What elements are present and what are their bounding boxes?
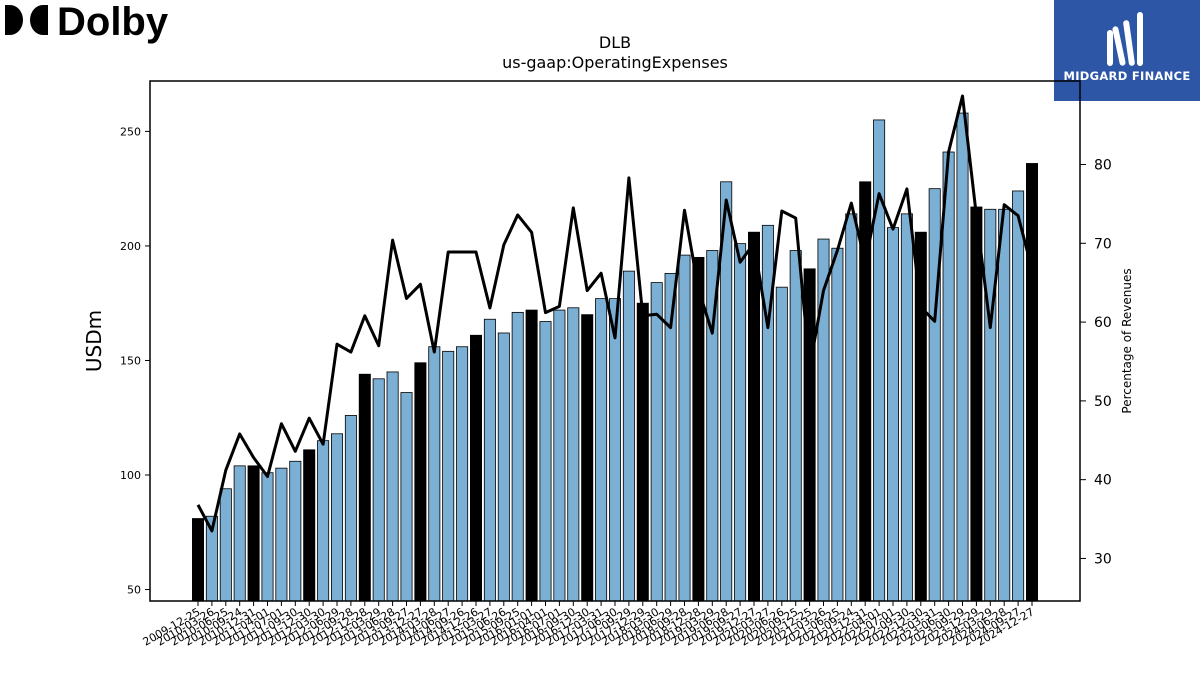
bar-2020-06-26 — [775, 286, 788, 602]
bar-2016-01-01 — [525, 309, 538, 602]
bar-2015-06-26 — [497, 332, 510, 602]
bar-2023-12-29 — [970, 206, 983, 602]
bar-2015-09-25 — [511, 311, 524, 602]
bar-2020-09-25 — [789, 250, 802, 602]
bar-2015-03-27 — [483, 318, 496, 602]
bar-2018-03-30 — [650, 282, 663, 602]
bar-2011-09-30 — [289, 460, 302, 602]
right-y-axis: 30 40 50 60 70 80 — [1080, 158, 1112, 567]
bar-2022-09-30 — [900, 213, 913, 602]
bar-2011-04-01 — [261, 472, 274, 602]
y-tick-label: 100 — [120, 469, 141, 482]
bar-2019-12-27 — [748, 231, 761, 602]
bar-2024-06-28 — [998, 208, 1011, 602]
y-tick-label: 200 — [120, 240, 141, 253]
bar-2011-07-01 — [275, 467, 288, 602]
chart-title: DLB — [599, 33, 631, 52]
bar-2014-09-26 — [456, 346, 469, 602]
bar-2013-06-28 — [386, 371, 399, 602]
bar-2022-12-30 — [914, 231, 927, 602]
bar-2014-06-27 — [442, 350, 455, 602]
bar-2013-09-27 — [400, 392, 413, 602]
x-axis: 2009-12-252010-03-262010-06-252010-09-24… — [141, 601, 1037, 649]
bar-2016-12-30 — [581, 314, 594, 602]
bar-2010-06-25 — [219, 488, 232, 602]
chart-subtitle: us-gaap:OperatingExpenses — [502, 53, 728, 72]
bar-2012-09-28 — [344, 415, 357, 602]
y2-tick-label: 80 — [1094, 158, 1112, 174]
bar-2011-12-30 — [303, 449, 316, 602]
bar-2010-12-31 — [247, 465, 260, 602]
bar-series — [191, 112, 1039, 602]
y-tick-label: 50 — [127, 584, 141, 597]
bar-2021-09-24 — [845, 213, 858, 602]
bar-2019-09-27 — [734, 243, 747, 602]
bar-2012-03-30 — [317, 440, 330, 602]
bar-2013-03-29 — [372, 378, 385, 602]
bar-2014-03-28 — [428, 346, 441, 602]
y2-tick-label: 70 — [1094, 236, 1112, 252]
bar-2016-07-01 — [553, 309, 566, 602]
y2-tick-label: 40 — [1094, 473, 1112, 489]
bar-2014-12-26 — [469, 334, 482, 602]
bar-2017-09-29 — [622, 270, 635, 602]
bar-2013-12-27 — [414, 362, 427, 602]
dolby-logo: Dolby — [4, 0, 174, 46]
dolby-wordmark: Dolby — [57, 2, 169, 44]
bar-2024-09-27 — [1012, 190, 1025, 602]
bar-2012-12-28 — [358, 373, 371, 602]
bar-2022-04-01 — [873, 119, 886, 602]
right-y-axis-label: Percentage of Revenues — [1120, 268, 1134, 413]
bar-2023-03-31 — [928, 188, 941, 602]
bar-2017-06-30 — [609, 298, 622, 602]
bar-2016-04-01 — [539, 321, 552, 602]
bar-2024-03-29 — [984, 208, 997, 602]
bar-2024-12-27 — [1026, 163, 1039, 602]
bar-2010-09-24 — [233, 465, 246, 602]
bar-2021-06-25 — [831, 247, 844, 602]
midgard-emblem-icon — [1107, 12, 1143, 66]
midgard-finance-wordmark: MIDGARD FINANCE — [1063, 69, 1191, 83]
y2-tick-label: 30 — [1094, 551, 1112, 567]
bar-2023-09-29 — [956, 112, 969, 602]
y-tick-label: 250 — [120, 125, 141, 138]
y2-tick-label: 50 — [1094, 394, 1112, 410]
bar-2017-03-31 — [595, 298, 608, 602]
y2-tick-label: 60 — [1094, 315, 1112, 331]
y-tick-label: 150 — [120, 354, 141, 367]
dolby-double-d-icon: Dolby — [5, 0, 169, 44]
bar-2022-07-01 — [887, 227, 900, 602]
midgard-finance-logo: MIDGARD FINANCE — [1054, 0, 1200, 101]
ratio-line — [196, 94, 1034, 533]
bar-2009-12-25 — [191, 518, 204, 602]
ratio-line-series — [196, 94, 1034, 533]
bar-2023-06-30 — [942, 151, 955, 602]
y-axis-label: USDm — [82, 310, 106, 372]
bar-2017-12-29 — [636, 302, 649, 602]
bar-2018-09-28 — [678, 254, 691, 602]
left-y-axis: 50 100 150 200 250 — [120, 125, 150, 597]
bar-2020-03-27 — [761, 224, 774, 602]
bar-2016-09-30 — [567, 307, 580, 602]
bar-2018-12-28 — [692, 256, 705, 602]
bar-2012-06-29 — [330, 433, 343, 602]
